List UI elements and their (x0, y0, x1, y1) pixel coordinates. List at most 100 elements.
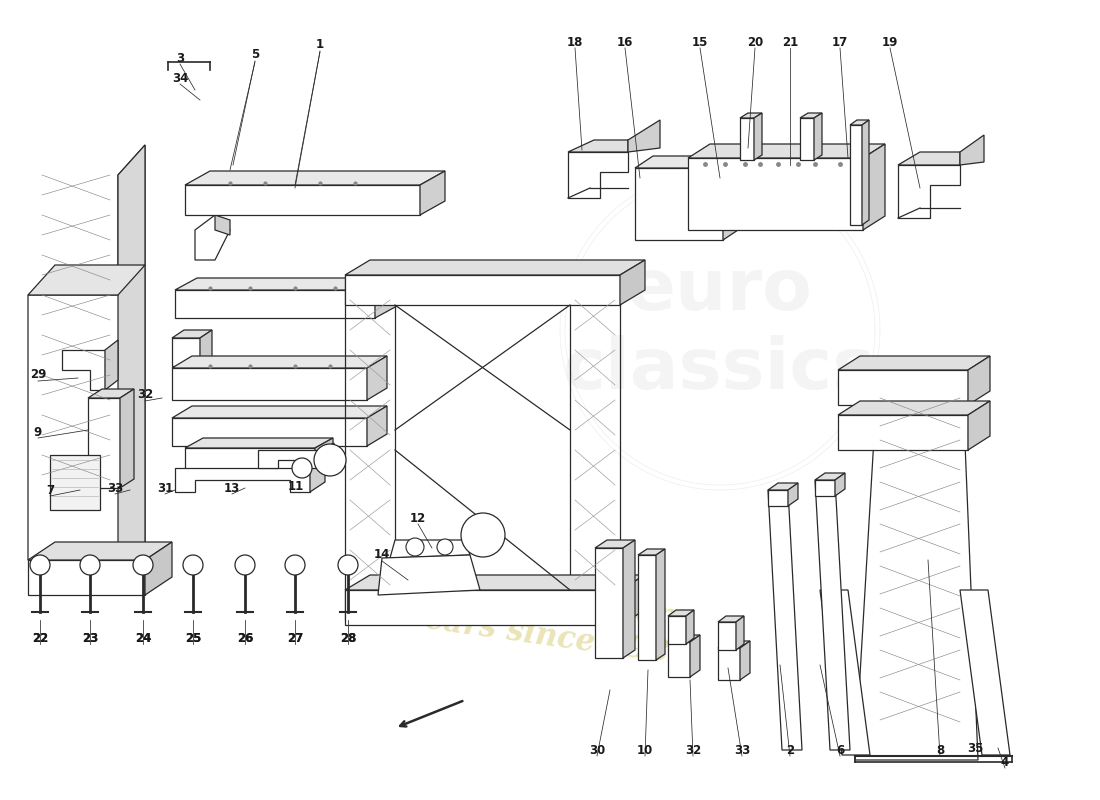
Polygon shape (172, 338, 200, 366)
Polygon shape (172, 406, 387, 418)
Polygon shape (686, 610, 694, 644)
Text: 29: 29 (30, 369, 46, 382)
Circle shape (133, 555, 153, 575)
Text: 33: 33 (107, 482, 123, 494)
Polygon shape (145, 542, 172, 595)
Polygon shape (668, 635, 700, 642)
Polygon shape (104, 340, 118, 390)
Text: 23: 23 (81, 631, 98, 645)
Polygon shape (185, 171, 446, 185)
Polygon shape (668, 642, 690, 677)
Polygon shape (850, 120, 869, 125)
Polygon shape (28, 265, 145, 295)
Polygon shape (28, 145, 145, 560)
Polygon shape (815, 480, 850, 750)
Text: 20: 20 (747, 35, 763, 49)
Polygon shape (28, 542, 172, 560)
Text: 22: 22 (32, 631, 48, 645)
Text: 3: 3 (176, 51, 184, 65)
Polygon shape (656, 549, 666, 660)
Polygon shape (185, 448, 315, 473)
Polygon shape (718, 641, 750, 648)
Circle shape (338, 555, 358, 575)
Polygon shape (200, 330, 212, 366)
Text: 31: 31 (157, 482, 173, 494)
Polygon shape (718, 622, 736, 650)
Polygon shape (378, 555, 480, 595)
Polygon shape (172, 330, 212, 338)
Text: 1: 1 (316, 38, 324, 51)
Text: 26: 26 (236, 631, 253, 645)
Polygon shape (620, 260, 645, 305)
Circle shape (80, 555, 100, 575)
Polygon shape (595, 540, 635, 548)
Text: 22: 22 (32, 631, 48, 645)
Circle shape (461, 513, 505, 557)
Polygon shape (315, 438, 333, 473)
Polygon shape (310, 460, 324, 492)
Text: 32: 32 (136, 389, 153, 402)
Polygon shape (898, 152, 960, 165)
Polygon shape (838, 401, 990, 415)
Text: 16: 16 (617, 35, 634, 49)
Polygon shape (367, 406, 387, 446)
Text: 4: 4 (1001, 755, 1009, 769)
Text: 7: 7 (46, 483, 54, 497)
Polygon shape (862, 120, 869, 225)
Polygon shape (718, 616, 744, 622)
Polygon shape (258, 450, 320, 468)
Polygon shape (968, 356, 990, 405)
Polygon shape (175, 278, 397, 290)
Polygon shape (736, 616, 744, 650)
Polygon shape (367, 356, 387, 400)
Polygon shape (838, 370, 968, 405)
Text: 2: 2 (785, 743, 794, 757)
Polygon shape (623, 540, 635, 658)
Polygon shape (320, 443, 334, 468)
Circle shape (437, 539, 453, 555)
Polygon shape (214, 215, 230, 235)
Polygon shape (185, 185, 420, 215)
Polygon shape (740, 118, 754, 160)
Text: 23: 23 (81, 631, 98, 645)
Polygon shape (723, 156, 741, 240)
Polygon shape (120, 389, 134, 488)
Text: 18: 18 (566, 35, 583, 49)
Text: 10: 10 (637, 743, 653, 757)
Text: 25: 25 (185, 631, 201, 645)
Polygon shape (820, 590, 870, 755)
Text: 24: 24 (135, 631, 151, 645)
Polygon shape (172, 356, 387, 368)
Text: 15: 15 (692, 35, 708, 49)
Polygon shape (668, 610, 694, 616)
Text: 5: 5 (251, 49, 260, 62)
Polygon shape (815, 480, 835, 496)
Circle shape (314, 444, 346, 476)
Text: 8: 8 (936, 743, 944, 757)
Polygon shape (864, 144, 886, 230)
Polygon shape (345, 260, 645, 275)
Text: 21: 21 (782, 35, 799, 49)
Polygon shape (175, 468, 310, 492)
Polygon shape (635, 156, 741, 168)
Text: 9: 9 (34, 426, 42, 438)
Text: 32: 32 (685, 743, 701, 757)
Polygon shape (172, 368, 367, 400)
Polygon shape (960, 590, 1010, 755)
Polygon shape (595, 548, 623, 658)
Polygon shape (688, 144, 886, 158)
Polygon shape (390, 540, 470, 558)
Circle shape (30, 555, 50, 575)
Polygon shape (768, 490, 788, 506)
Polygon shape (50, 455, 100, 510)
Polygon shape (838, 415, 968, 450)
Circle shape (183, 555, 204, 575)
Text: 24: 24 (135, 631, 151, 645)
Polygon shape (175, 290, 375, 318)
Text: 34: 34 (172, 71, 188, 85)
Polygon shape (838, 356, 990, 370)
Text: 12: 12 (410, 511, 426, 525)
Text: 28: 28 (340, 631, 356, 645)
Polygon shape (638, 549, 666, 555)
Polygon shape (345, 590, 620, 625)
